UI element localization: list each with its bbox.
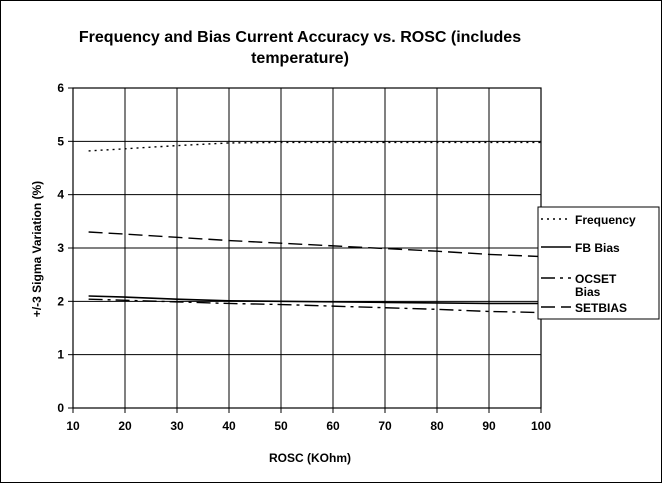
y-tick-label: 6 — [57, 81, 64, 95]
x-tick-label: 10 — [66, 419, 80, 433]
y-axis-title: +/-3 Sigma Variation (%) — [30, 181, 44, 317]
x-tick-label: 50 — [274, 419, 288, 433]
legend-label: OCSET — [575, 272, 617, 286]
legend-label: FB Bias — [575, 241, 620, 255]
legend-label: SETBIAS — [575, 301, 627, 315]
x-tick-label: 70 — [378, 419, 392, 433]
series-line-ocset-bias — [88, 298, 542, 314]
x-tick-label: 90 — [482, 419, 496, 433]
chart-title-line-1: Frequency and Bias Current Accuracy vs. … — [79, 29, 521, 46]
series-line-fb-bias — [88, 295, 541, 305]
y-tick-label: 5 — [57, 134, 64, 148]
x-tick-label: 20 — [118, 419, 132, 433]
series-line-setbias — [88, 231, 542, 258]
legend-label: Bias — [575, 285, 601, 299]
y-tick-label: 3 — [57, 241, 64, 255]
legend-label: Frequency — [575, 213, 636, 227]
chart-title-line-2: temperature) — [251, 50, 349, 67]
legend-box — [537, 206, 660, 320]
x-tick-label: 30 — [170, 419, 184, 433]
x-tick-label: 80 — [430, 419, 444, 433]
y-tick-label: 1 — [57, 348, 64, 362]
x-tick-label: 100 — [531, 419, 551, 433]
x-axis-title: ROSC (KOhm) — [269, 451, 351, 465]
y-tick-label: 0 — [57, 401, 64, 415]
y-tick-label: 4 — [57, 188, 64, 202]
y-tick-label: 2 — [57, 294, 64, 308]
x-tick-label: 40 — [222, 419, 236, 433]
plot-area: 0 1 2 3 4 5 6 10 20 30 40 50 60 70 80 90 100 — [57, 81, 551, 433]
x-tick-label: 60 — [326, 419, 340, 433]
